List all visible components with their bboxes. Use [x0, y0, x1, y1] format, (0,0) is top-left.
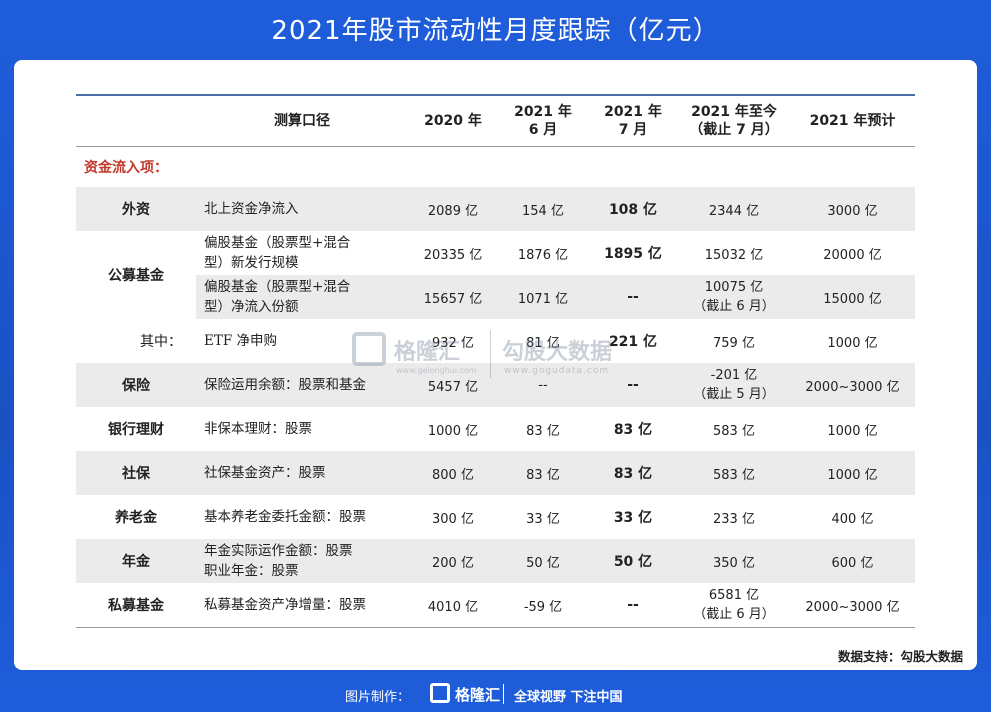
table-row: 银行理财 非保本理财：股票 1000 亿 83 亿 83 亿 583 亿 100…	[108, 421, 878, 439]
footer-slogan: 全球视野 下注中国	[514, 690, 623, 705]
table-row: 外资 北上资金净流入 2089 亿 154 亿 108 亿 2344 亿 300…	[76, 187, 915, 231]
gelonghui-footer-logo-icon	[430, 683, 450, 703]
section-label: 资金流入项：	[84, 160, 168, 176]
footer-brand: 格隆汇	[455, 686, 501, 704]
header-2020: 2020 年	[424, 113, 482, 129]
table-row: 保险 保险运用余额：股票和基金 5457 亿 -- -- -201 亿（截止 5…	[76, 363, 915, 407]
table-row: 偏股基金（股票型+混合 型）净流入份额 15657 亿 1071 亿 -- 100…	[76, 275, 915, 319]
table-row: 年金 年金实际运作金额：股票 职业年金：股票 200 亿 50 亿 50 亿 35…	[76, 539, 915, 583]
footer-label: 图片制作：	[345, 690, 411, 705]
table-row: 养老金 基本养老金委托金额：股票 300 亿 33 亿 33 亿 233 亿 4…	[115, 509, 874, 527]
header-ytd: 2021 年至今 （截止 7 月）	[689, 104, 779, 138]
fund-category: 公募基金	[108, 268, 164, 284]
page-title: 2021年股市流动性月度跟踪（亿元）	[271, 16, 720, 46]
table-row: 其中： ETF 净申购 932 亿 81 亿 221 亿 759 亿 1000 …	[140, 333, 878, 351]
header-forecast: 2021 年预计	[809, 113, 896, 129]
gelonghui-logo-icon	[352, 332, 386, 366]
header-metric: 测算口径	[274, 113, 330, 129]
table-row: 公募基金 偏股基金（股票型+混合 型）新发行规模 20335 亿 1876 亿 1…	[76, 231, 915, 284]
data-source: 数据支持：勾股大数据	[837, 649, 963, 664]
footer: 图片制作： 格隆汇 全球视野 下注中国	[0, 680, 991, 708]
watermark: 格隆汇 www.gelonghui.com 勾股大数据 www.gogudata…	[352, 328, 652, 388]
section-row: 资金流入项：	[76, 147, 915, 188]
table-row: 私募基金 私募基金资产净增量：股票 4010 亿 -59 亿 -- 6581 亿…	[76, 583, 915, 628]
table-row: 社保 社保基金资产：股票 800 亿 83 亿 83 亿 583 亿 1000 …	[76, 451, 915, 495]
